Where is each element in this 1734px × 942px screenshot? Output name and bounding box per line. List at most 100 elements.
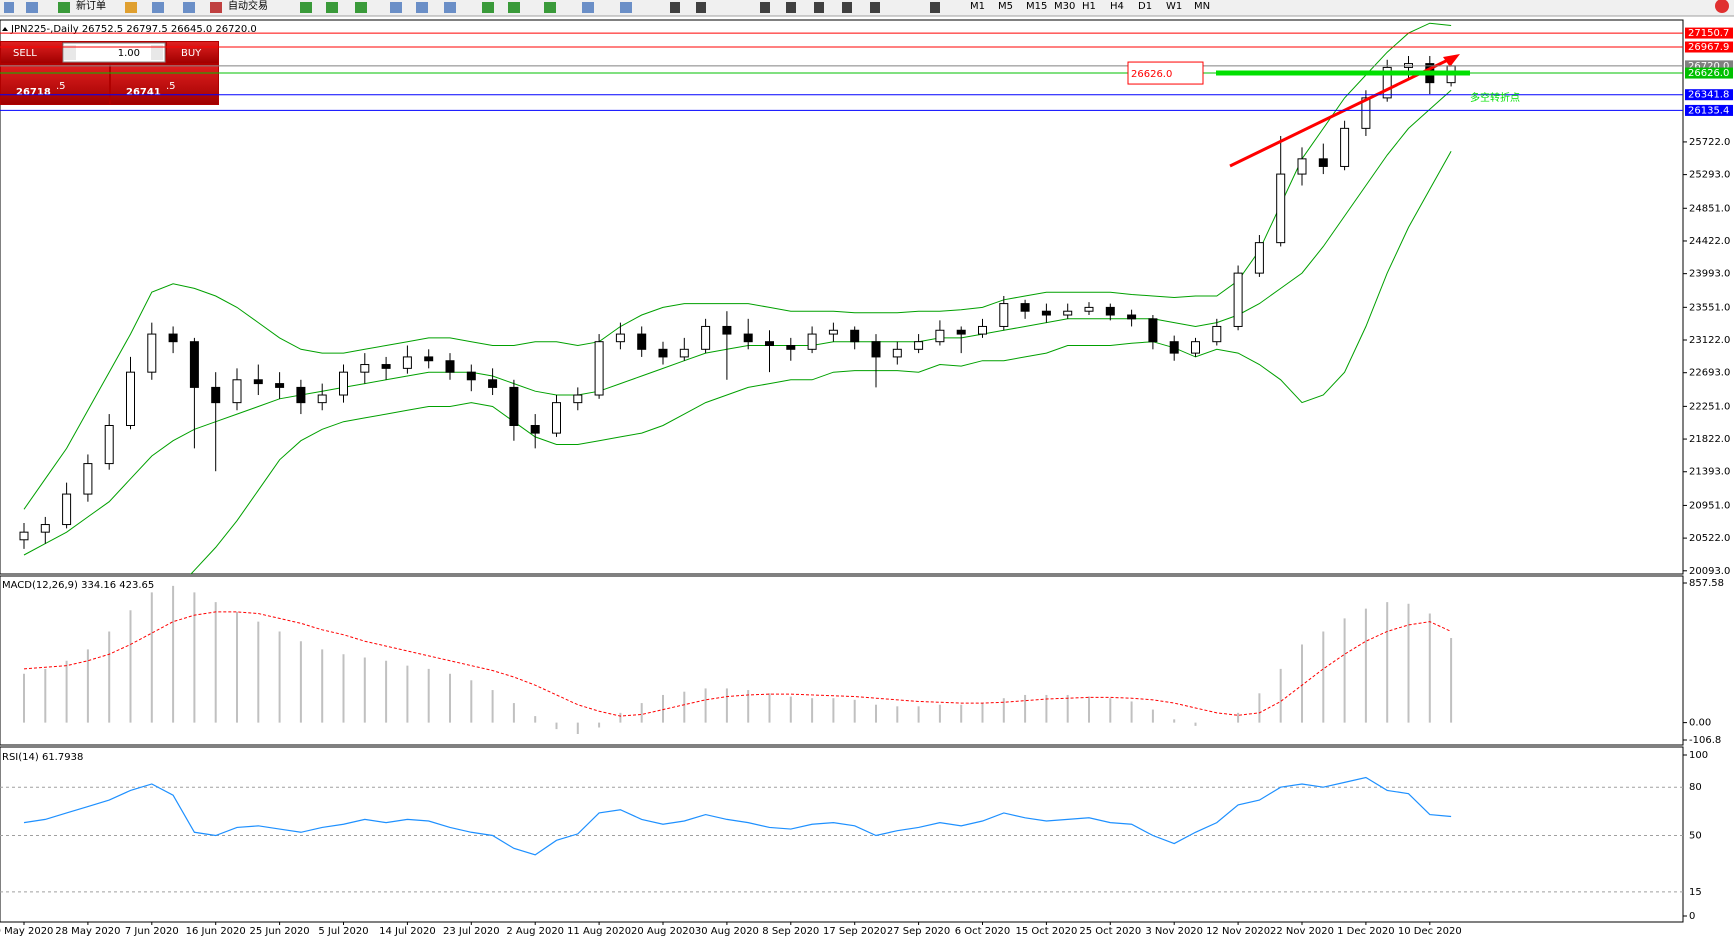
candle-body xyxy=(786,344,796,350)
candle-body xyxy=(1063,310,1073,316)
x-tick-label: 2 Aug 2020 xyxy=(506,926,564,937)
level-label: 26967.9 xyxy=(1688,42,1729,53)
tool-icon[interactable] xyxy=(814,2,824,13)
y-tick-label: 20951.0 xyxy=(1689,500,1730,511)
chart-collapse-icon[interactable] xyxy=(2,27,8,31)
x-tick-label: 23 Jul 2020 xyxy=(443,926,500,937)
candle-body xyxy=(743,333,753,343)
macd-title: MACD(12,26,9) 334.16 423.65 xyxy=(2,580,154,591)
tool-icon[interactable] xyxy=(760,2,770,13)
x-tick-label: 1 Dec 2020 xyxy=(1337,926,1395,937)
tool-icon[interactable] xyxy=(482,2,494,13)
tool-icon[interactable] xyxy=(930,2,940,13)
tool-icon[interactable] xyxy=(125,2,137,13)
candle-body xyxy=(296,386,306,404)
y-tick-label: 20093.0 xyxy=(1689,566,1730,577)
timeframe-button[interactable]: W1 xyxy=(1166,1,1182,12)
lot-input[interactable] xyxy=(62,42,166,63)
candle-body xyxy=(1148,318,1158,343)
chart-title: JPN225-,Daily 26752.5 26797.5 26645.0 26… xyxy=(10,24,257,35)
y-tick-label: 25293.0 xyxy=(1689,170,1730,181)
x-tick-label: 16 Jun 2020 xyxy=(186,926,246,937)
candle-body xyxy=(935,329,945,343)
timeframe-button[interactable]: H1 xyxy=(1082,1,1096,12)
candle-body xyxy=(168,333,178,343)
buy-label[interactable]: BUY xyxy=(181,48,202,59)
alert-icon[interactable] xyxy=(1715,0,1729,13)
tool-icon[interactable] xyxy=(416,2,428,13)
y-tick-label: 15 xyxy=(1689,887,1702,898)
level-label-box xyxy=(1685,27,1733,39)
candle-body xyxy=(402,356,412,369)
candle-body xyxy=(232,379,242,404)
timeframe-button[interactable]: M15 xyxy=(1026,1,1047,12)
tool-icon[interactable] xyxy=(870,2,880,13)
tool-icon[interactable] xyxy=(4,2,14,13)
y-tick-label: 100 xyxy=(1689,750,1708,761)
timeframe-button[interactable]: M5 xyxy=(998,1,1013,12)
tool-icon[interactable] xyxy=(620,2,632,13)
x-tick-label: 15 Oct 2020 xyxy=(1015,926,1077,937)
x-tick-label: 10 Dec 2020 xyxy=(1398,926,1462,937)
tool-icon[interactable] xyxy=(696,2,706,13)
x-tick-label: 20 Aug 2020 xyxy=(631,926,695,937)
candle-body xyxy=(914,341,924,350)
x-tick-label: 8 Sep 2020 xyxy=(762,926,819,937)
tool-icon[interactable] xyxy=(152,2,164,13)
candle-body xyxy=(211,386,221,404)
candle-body xyxy=(339,371,348,396)
candle-body xyxy=(1254,242,1264,274)
timeframe-button[interactable]: M1 xyxy=(970,1,985,12)
tool-icon[interactable] xyxy=(508,2,520,13)
candle-body xyxy=(381,364,391,369)
candle-body xyxy=(1297,158,1307,175)
ask-pip: .5 xyxy=(166,81,176,92)
tool-icon[interactable] xyxy=(444,2,456,13)
y-tick-label: 21393.0 xyxy=(1689,467,1730,478)
y-tick-label: 23551.0 xyxy=(1689,302,1730,313)
tool-icon[interactable] xyxy=(300,2,312,13)
ask-box[interactable] xyxy=(111,65,218,104)
candle-body xyxy=(573,394,583,404)
toolbar-label[interactable]: 新订单 xyxy=(76,0,106,12)
candle-body xyxy=(1105,306,1115,316)
bid-box[interactable] xyxy=(1,65,109,104)
tool-icon[interactable] xyxy=(355,2,367,13)
lot-increase[interactable] xyxy=(151,45,163,60)
candle-body xyxy=(615,333,625,343)
lot-value[interactable]: 1.00 xyxy=(118,48,140,59)
tool-icon[interactable] xyxy=(544,2,556,13)
candle-body xyxy=(1041,310,1051,316)
timeframe-button[interactable]: M30 xyxy=(1054,1,1075,12)
y-tick-label: 0.00 xyxy=(1689,718,1711,729)
tool-icon[interactable] xyxy=(58,2,70,13)
toolbar-label[interactable]: 自动交易 xyxy=(228,0,268,12)
tool-icon[interactable] xyxy=(842,2,852,13)
x-tick-label: 25 Oct 2020 xyxy=(1079,926,1141,937)
timeframe-button[interactable]: D1 xyxy=(1138,1,1152,12)
annotation-label: 26626.0 xyxy=(1131,69,1172,80)
timeframe-button[interactable]: H4 xyxy=(1110,1,1124,12)
level-label-box xyxy=(1685,104,1733,116)
tool-icon[interactable] xyxy=(670,2,680,13)
tool-icon[interactable] xyxy=(582,2,594,13)
y-tick-label: 80 xyxy=(1689,782,1702,793)
candle-body xyxy=(999,303,1009,327)
tool-icon[interactable] xyxy=(390,2,402,13)
tool-icon[interactable] xyxy=(786,2,796,13)
lot-decrease[interactable] xyxy=(64,45,76,60)
tool-icon[interactable] xyxy=(26,2,38,13)
x-tick-label: 12 Nov 2020 xyxy=(1206,926,1270,937)
tool-icon[interactable] xyxy=(210,2,222,13)
bollinger-middle xyxy=(23,89,1452,556)
y-tick-label: 25722.0 xyxy=(1689,137,1730,148)
rsi-title: RSI(14) 61.7938 xyxy=(2,752,83,763)
timeframe-button[interactable]: MN xyxy=(1194,1,1210,12)
tool-icon[interactable] xyxy=(326,2,338,13)
sell-label[interactable]: SELL xyxy=(13,48,37,59)
bid-pip: .5 xyxy=(56,81,66,92)
tool-icon[interactable] xyxy=(183,2,195,13)
candle-body xyxy=(1127,314,1137,320)
candle-body xyxy=(722,325,732,335)
bid-price: 26718 xyxy=(16,87,51,98)
